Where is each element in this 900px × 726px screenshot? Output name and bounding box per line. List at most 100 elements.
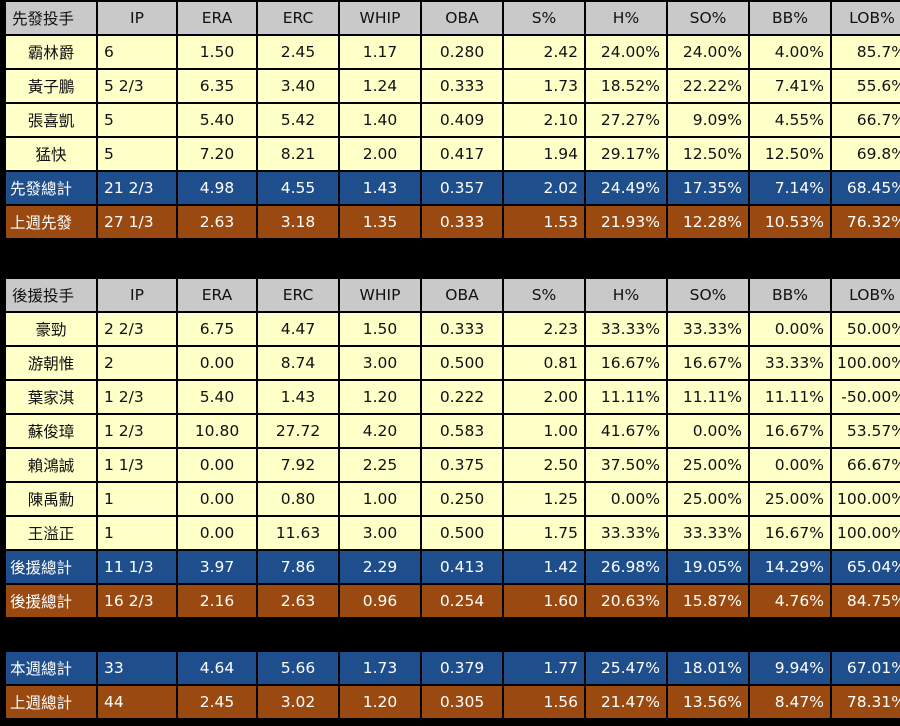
this-week-total-row-s-pct: 1.77 — [504, 652, 584, 684]
starter-row-h-pct: 27.27% — [586, 104, 666, 136]
reliever-row-ip: 1 — [98, 517, 176, 549]
starter-row-era: 6.35 — [178, 70, 256, 102]
reliever-row-ip: 1 — [98, 483, 176, 515]
starter-row-bb-pct: 12.50% — [750, 138, 830, 170]
relievers-last-week-row-so-pct: 15.87% — [668, 585, 748, 617]
reliever-row-name: 陳禹勳 — [6, 483, 96, 515]
this-week-total-row-bb-pct: 9.94% — [750, 652, 830, 684]
relievers-last-week-row-name: 後援總計 — [6, 585, 96, 617]
reliever-row-bb-pct: 0.00% — [750, 313, 830, 345]
last-week-total-row-h-pct: 21.47% — [586, 686, 666, 718]
starter-row-ip: 6 — [98, 36, 176, 68]
relievers-table: 後援投手 IP ERA ERC WHIP OBA S% H% SO% BB% LOB% 豪勁 2 2/3… — [4, 277, 900, 619]
starter-row-name: 張喜凱 — [6, 104, 96, 136]
reliever-row-ip: 2 — [98, 347, 176, 379]
reliever-row: 王溢正 1 0.00 11.63 3.00 0.500 1.75 33.33% 33.33% 16… — [6, 517, 900, 549]
starters-total-row-oba: 0.357 — [422, 172, 502, 204]
reliever-row-oba: 0.222 — [422, 381, 502, 413]
starter-row-oba: 0.333 — [422, 70, 502, 102]
relievers-header-lob-pct: LOB% — [832, 279, 900, 311]
relievers-header-whip: WHIP — [340, 279, 420, 311]
starter-row-bb-pct: 4.55% — [750, 104, 830, 136]
starters-total-row-erc: 4.55 — [258, 172, 338, 204]
starter-row-ip: 5 — [98, 104, 176, 136]
relievers-last-week-row-whip: 0.96 — [340, 585, 420, 617]
starters-last-week-row: 上週先發 27 1/3 2.63 3.18 1.35 0.333 1.53 21.93% 12.… — [6, 206, 900, 238]
starters-header-so-pct: SO% — [668, 2, 748, 34]
last-week-total-row-oba: 0.305 — [422, 686, 502, 718]
relievers-last-week-row-era: 2.16 — [178, 585, 256, 617]
reliever-row-erc: 27.72 — [258, 415, 338, 447]
relievers-header-so-pct: SO% — [668, 279, 748, 311]
relievers-last-week-row-bb-pct: 4.76% — [750, 585, 830, 617]
starters-total-row-s-pct: 2.02 — [504, 172, 584, 204]
reliever-row-s-pct: 2.50 — [504, 449, 584, 481]
this-week-total-row-name: 本週總計 — [6, 652, 96, 684]
reliever-row-whip: 1.00 — [340, 483, 420, 515]
starter-row-h-pct: 24.00% — [586, 36, 666, 68]
reliever-row-name: 豪勁 — [6, 313, 96, 345]
this-week-total-row-oba: 0.379 — [422, 652, 502, 684]
starter-row-so-pct: 24.00% — [668, 36, 748, 68]
last-week-total-row-so-pct: 13.56% — [668, 686, 748, 718]
reliever-row-oba: 0.375 — [422, 449, 502, 481]
relievers-total-row: 後援總計 11 1/3 3.97 7.86 2.29 0.413 1.42 26.98% 19.… — [6, 551, 900, 583]
reliever-row-oba: 0.333 — [422, 313, 502, 345]
reliever-row-lob-pct: 66.67% — [832, 449, 900, 481]
reliever-row-ip: 2 2/3 — [98, 313, 176, 345]
starter-row-whip: 1.17 — [340, 36, 420, 68]
reliever-row-h-pct: 41.67% — [586, 415, 666, 447]
starters-header: 先發投手 IP ERA ERC WHIP OBA S% H% SO% BB% LOB% — [6, 2, 900, 34]
last-week-total-row-s-pct: 1.56 — [504, 686, 584, 718]
relievers-header-s-pct: S% — [504, 279, 584, 311]
reliever-row-so-pct: 33.33% — [668, 517, 748, 549]
reliever-row-s-pct: 2.00 — [504, 381, 584, 413]
relievers-header-name: 後援投手 — [6, 279, 96, 311]
starters-total-row-name: 先發總計 — [6, 172, 96, 204]
last-week-total-row-whip: 1.20 — [340, 686, 420, 718]
reliever-row-h-pct: 33.33% — [586, 517, 666, 549]
relievers-header-oba: OBA — [422, 279, 502, 311]
starter-row: 張喜凱 5 5.40 5.42 1.40 0.409 2.10 27.27% 9.09% 4.55… — [6, 104, 900, 136]
reliever-row-era: 0.00 — [178, 517, 256, 549]
reliever-row-whip: 4.20 — [340, 415, 420, 447]
relievers-total-row-name: 後援總計 — [6, 551, 96, 583]
reliever-row-erc: 4.47 — [258, 313, 338, 345]
starter-row-whip: 1.40 — [340, 104, 420, 136]
this-week-total-row: 本週總計 33 4.64 5.66 1.73 0.379 1.77 25.47% 18.01% 9… — [6, 652, 900, 684]
starters-header-whip: WHIP — [340, 2, 420, 34]
starter-row-s-pct: 1.94 — [504, 138, 584, 170]
reliever-row-erc: 8.74 — [258, 347, 338, 379]
starters-last-week-row-s-pct: 1.53 — [504, 206, 584, 238]
last-week-total-row-name: 上週總計 — [6, 686, 96, 718]
last-week-total-row-ip: 44 — [98, 686, 176, 718]
reliever-row-lob-pct: 53.57% — [832, 415, 900, 447]
reliever-row-oba: 0.583 — [422, 415, 502, 447]
starters-total-row-whip: 1.43 — [340, 172, 420, 204]
reliever-row-so-pct: 25.00% — [668, 483, 748, 515]
starters-total-row-era: 4.98 — [178, 172, 256, 204]
reliever-row: 賴鴻誠 1 1/3 0.00 7.92 2.25 0.375 2.50 37.50% 25.00… — [6, 449, 900, 481]
reliever-row-erc: 11.63 — [258, 517, 338, 549]
starter-row-erc: 8.21 — [258, 138, 338, 170]
starter-row-s-pct: 1.73 — [504, 70, 584, 102]
relievers-header-erc: ERC — [258, 279, 338, 311]
reliever-row-bb-pct: 16.67% — [750, 415, 830, 447]
starter-row-erc: 3.40 — [258, 70, 338, 102]
reliever-row-h-pct: 0.00% — [586, 483, 666, 515]
reliever-row-oba: 0.500 — [422, 347, 502, 379]
this-week-total-row-so-pct: 18.01% — [668, 652, 748, 684]
reliever-row-whip: 3.00 — [340, 517, 420, 549]
relievers-total-row-lob-pct: 65.04% — [832, 551, 900, 583]
starters-header-s-pct: S% — [504, 2, 584, 34]
this-week-total-row-lob-pct: 67.01% — [832, 652, 900, 684]
reliever-row-lob-pct: 50.00% — [832, 313, 900, 345]
starters-last-week-row-lob-pct: 76.32% — [832, 206, 900, 238]
relievers-total-row-h-pct: 26.98% — [586, 551, 666, 583]
reliever-row-so-pct: 0.00% — [668, 415, 748, 447]
starters-header-oba: OBA — [422, 2, 502, 34]
starter-row-bb-pct: 4.00% — [750, 36, 830, 68]
starters-header-lob-pct: LOB% — [832, 2, 900, 34]
this-week-total-row-whip: 1.73 — [340, 652, 420, 684]
reliever-row-h-pct: 33.33% — [586, 313, 666, 345]
